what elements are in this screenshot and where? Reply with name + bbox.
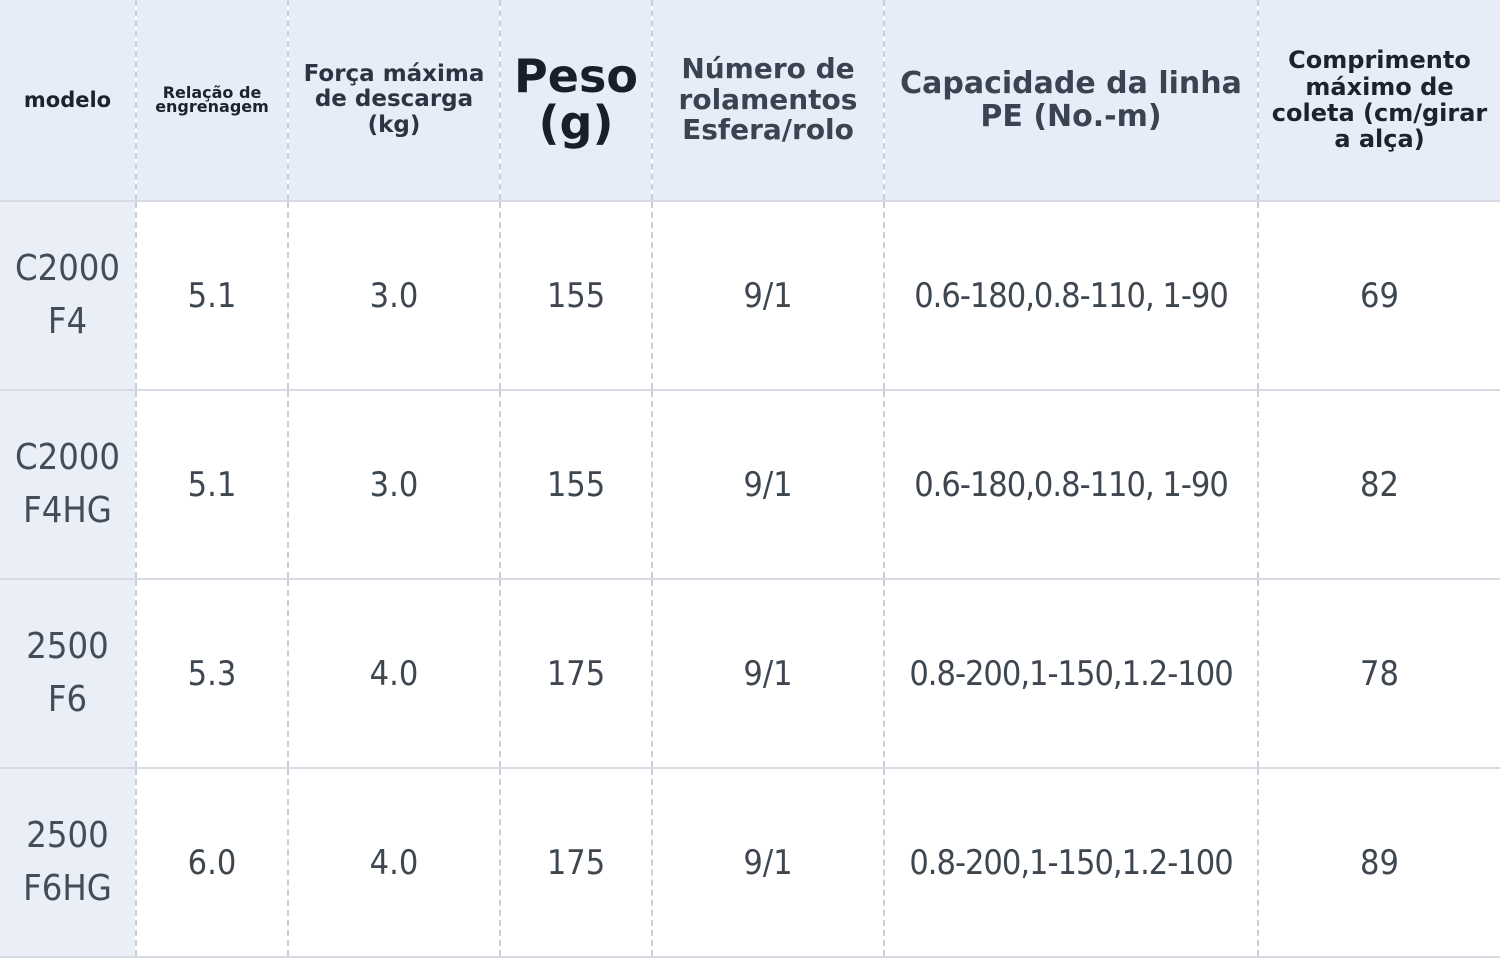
cell-forca: 4.0 [288,579,501,769]
cell-comprimento: 78 [1258,579,1500,769]
cell-relacao: 5.1 [136,390,289,580]
modelo-line-1: C2000 [14,248,121,290]
cell-rolamentos: 9/1 [652,201,885,391]
cell-peso: 175 [500,579,653,769]
cell-relacao: 6.0 [136,768,289,958]
header-rolamentos: Número de rolamentos Esfera/rolo [652,0,885,202]
header-peso: Peso (g) [500,0,653,202]
header-comprimento: Comprimento máximo de coleta (cm/girar a… [1258,0,1500,202]
cell-comprimento: 82 [1258,390,1500,580]
cell-relacao: 5.1 [136,201,289,391]
cell-forca: 3.0 [288,390,501,580]
cell-comprimento: 69 [1258,201,1500,391]
modelo-line-2: F4 [47,300,88,342]
cell-rolamentos: 9/1 [652,768,885,958]
cell-capacidade: 0.6-180,0.8-110, 1-90 [884,390,1259,580]
cell-capacidade: 0.8-200,1-150,1.2-100 [884,579,1259,769]
cell-forca: 4.0 [288,768,501,958]
modelo-line-1: 2500 [26,626,109,668]
cell-relacao: 5.3 [136,579,289,769]
cell-rolamentos: 9/1 [652,579,885,769]
header-row: modelo Relação de engrenagem Força máxim… [0,0,1500,202]
table-row: C2000 F4 5.1 3.0 155 9/1 0.6-180,0.8-110… [0,201,1500,391]
cell-modelo: 2500 F6HG [0,768,137,958]
cell-modelo: 2500 F6 [0,579,137,769]
header-capacidade: Capacidade da linha PE (No.-m) [884,0,1259,202]
cell-forca: 3.0 [288,201,501,391]
table-row: 2500 F6 5.3 4.0 175 9/1 0.8-200,1-150,1.… [0,579,1500,769]
cell-peso: 175 [500,768,653,958]
table-row: C2000 F4HG 5.1 3.0 155 9/1 0.6-180,0.8-1… [0,390,1500,580]
cell-modelo: C2000 F4 [0,201,137,391]
cell-peso: 155 [500,201,653,391]
header-modelo: modelo [0,0,137,202]
modelo-line-1: 2500 [26,815,109,857]
cell-capacidade: 0.8-200,1-150,1.2-100 [884,768,1259,958]
cell-comprimento: 89 [1258,768,1500,958]
cell-capacidade: 0.6-180,0.8-110, 1-90 [884,201,1259,391]
modelo-line-2: F6HG [23,867,112,909]
header-relacao: Relação de engrenagem [136,0,289,202]
cell-modelo: C2000 F4HG [0,390,137,580]
cell-peso: 155 [500,390,653,580]
modelo-line-2: F6 [47,678,88,720]
modelo-line-1: C2000 [14,437,121,479]
header-forca: Força máxima de descarga (kg) [288,0,501,202]
modelo-line-2: F4HG [23,489,112,531]
cell-rolamentos: 9/1 [652,390,885,580]
table-row: 2500 F6HG 6.0 4.0 175 9/1 0.8-200,1-150,… [0,768,1500,958]
